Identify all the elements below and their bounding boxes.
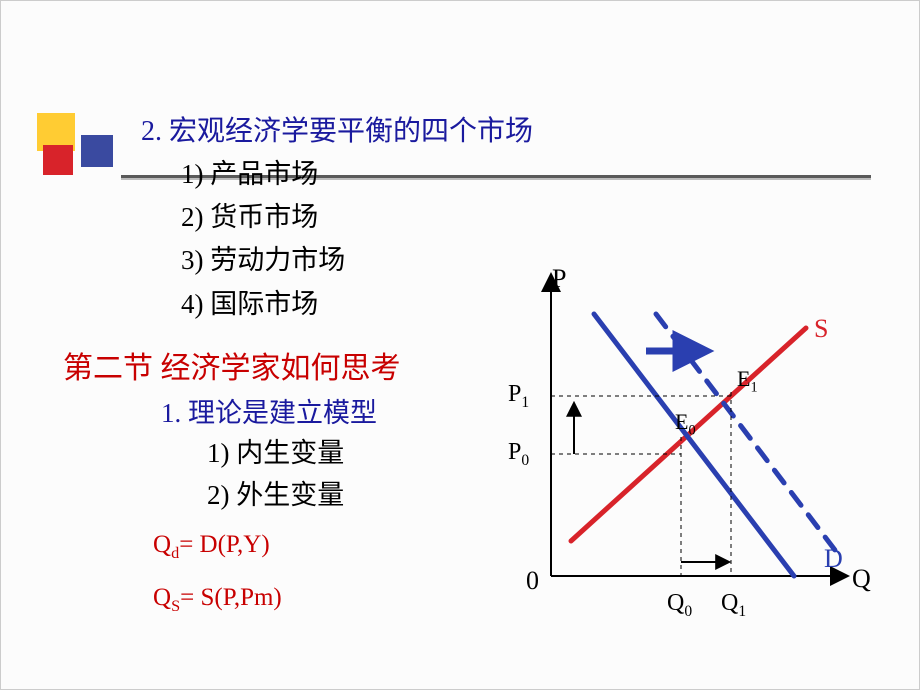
label-p0: P0 bbox=[508, 439, 529, 470]
market-item-3: 3) 劳动力市场 bbox=[181, 239, 533, 282]
market-item-4: 4) 国际市场 bbox=[181, 283, 533, 326]
label-q0: Q0 bbox=[667, 590, 692, 621]
content-area: 2. 宏观经济学要平衡的四个市场 1) 产品市场 2) 货币市场 3) 劳动力市… bbox=[141, 109, 533, 326]
label-q1: Q1 bbox=[721, 590, 746, 621]
label-e0: E0 bbox=[675, 409, 696, 439]
model-heading: 1. 理论是建立模型 bbox=[161, 391, 377, 430]
var-item-1: 1) 内生变量 bbox=[207, 433, 344, 475]
section-title: 第二节 经济学家如何思考 bbox=[63, 343, 401, 387]
axis-label-p: P bbox=[552, 264, 566, 294]
curve-label-s: S bbox=[814, 314, 828, 344]
market-item-1: 1) 产品市场 bbox=[181, 153, 533, 196]
supply-demand-chart: PQ0SDP0P1Q0Q1E0E1 bbox=[506, 266, 876, 636]
axis-label-origin: 0 bbox=[526, 566, 539, 596]
market-item-2: 2) 货币市场 bbox=[181, 196, 533, 239]
equation-supply: QS= S(P,Pm) bbox=[153, 584, 282, 616]
heading-markets: 2. 宏观经济学要平衡的四个市场 bbox=[141, 109, 533, 149]
label-p1: P1 bbox=[508, 381, 529, 412]
slide-logo bbox=[37, 113, 107, 183]
variable-list: 1) 内生变量 2) 外生变量 bbox=[207, 433, 344, 517]
label-e1: E1 bbox=[737, 366, 758, 396]
axis-label-q: Q bbox=[852, 564, 871, 594]
slide: 2. 宏观经济学要平衡的四个市场 1) 产品市场 2) 货币市场 3) 劳动力市… bbox=[0, 0, 920, 690]
equation-demand: Qd= D(P,Y) bbox=[153, 531, 270, 563]
markets-list: 1) 产品市场 2) 货币市场 3) 劳动力市场 4) 国际市场 bbox=[181, 153, 533, 326]
var-item-2: 2) 外生变量 bbox=[207, 475, 344, 517]
curve-label-d: D bbox=[824, 544, 843, 574]
